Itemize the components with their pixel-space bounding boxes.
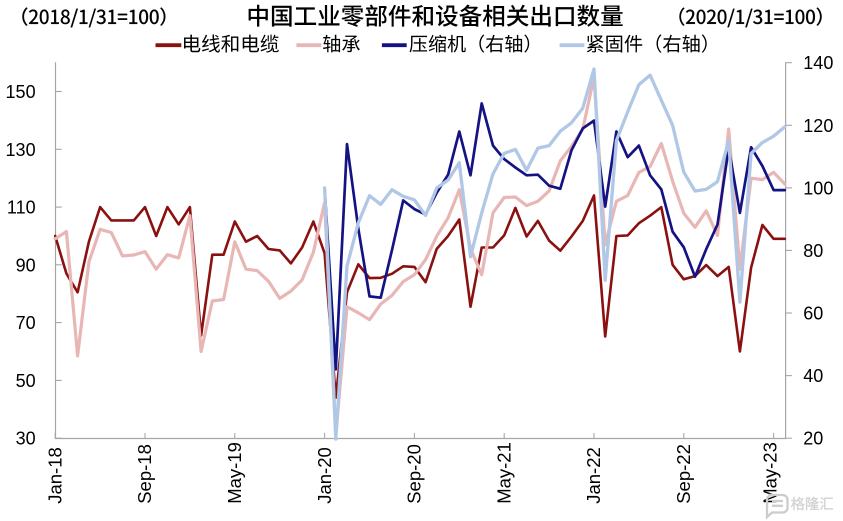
svg-text:70: 70 xyxy=(16,313,36,333)
svg-text:Jan-20: Jan-20 xyxy=(314,447,335,504)
svg-text:May-21: May-21 xyxy=(493,442,514,504)
svg-text:Sep-20: Sep-20 xyxy=(404,444,425,504)
svg-text:110: 110 xyxy=(7,198,36,218)
svg-text:Jan-18: Jan-18 xyxy=(44,447,65,504)
svg-text:Sep-22: Sep-22 xyxy=(673,444,694,504)
svg-text:130: 130 xyxy=(6,140,36,160)
svg-text:Jan-22: Jan-22 xyxy=(583,447,604,504)
svg-text:30: 30 xyxy=(16,429,36,449)
svg-text:100: 100 xyxy=(803,178,833,198)
svg-text:40: 40 xyxy=(803,366,823,386)
svg-text:20: 20 xyxy=(803,429,823,449)
svg-text:May-19: May-19 xyxy=(224,442,245,504)
svg-text:140: 140 xyxy=(803,53,833,73)
svg-text:80: 80 xyxy=(803,241,823,261)
svg-text:150: 150 xyxy=(6,82,36,102)
svg-text:50: 50 xyxy=(16,371,36,391)
svg-text:Sep-18: Sep-18 xyxy=(134,444,155,504)
svg-text:120: 120 xyxy=(803,116,833,136)
svg-text:60: 60 xyxy=(803,304,823,324)
svg-text:90: 90 xyxy=(16,255,36,275)
svg-text:May-23: May-23 xyxy=(760,442,781,504)
